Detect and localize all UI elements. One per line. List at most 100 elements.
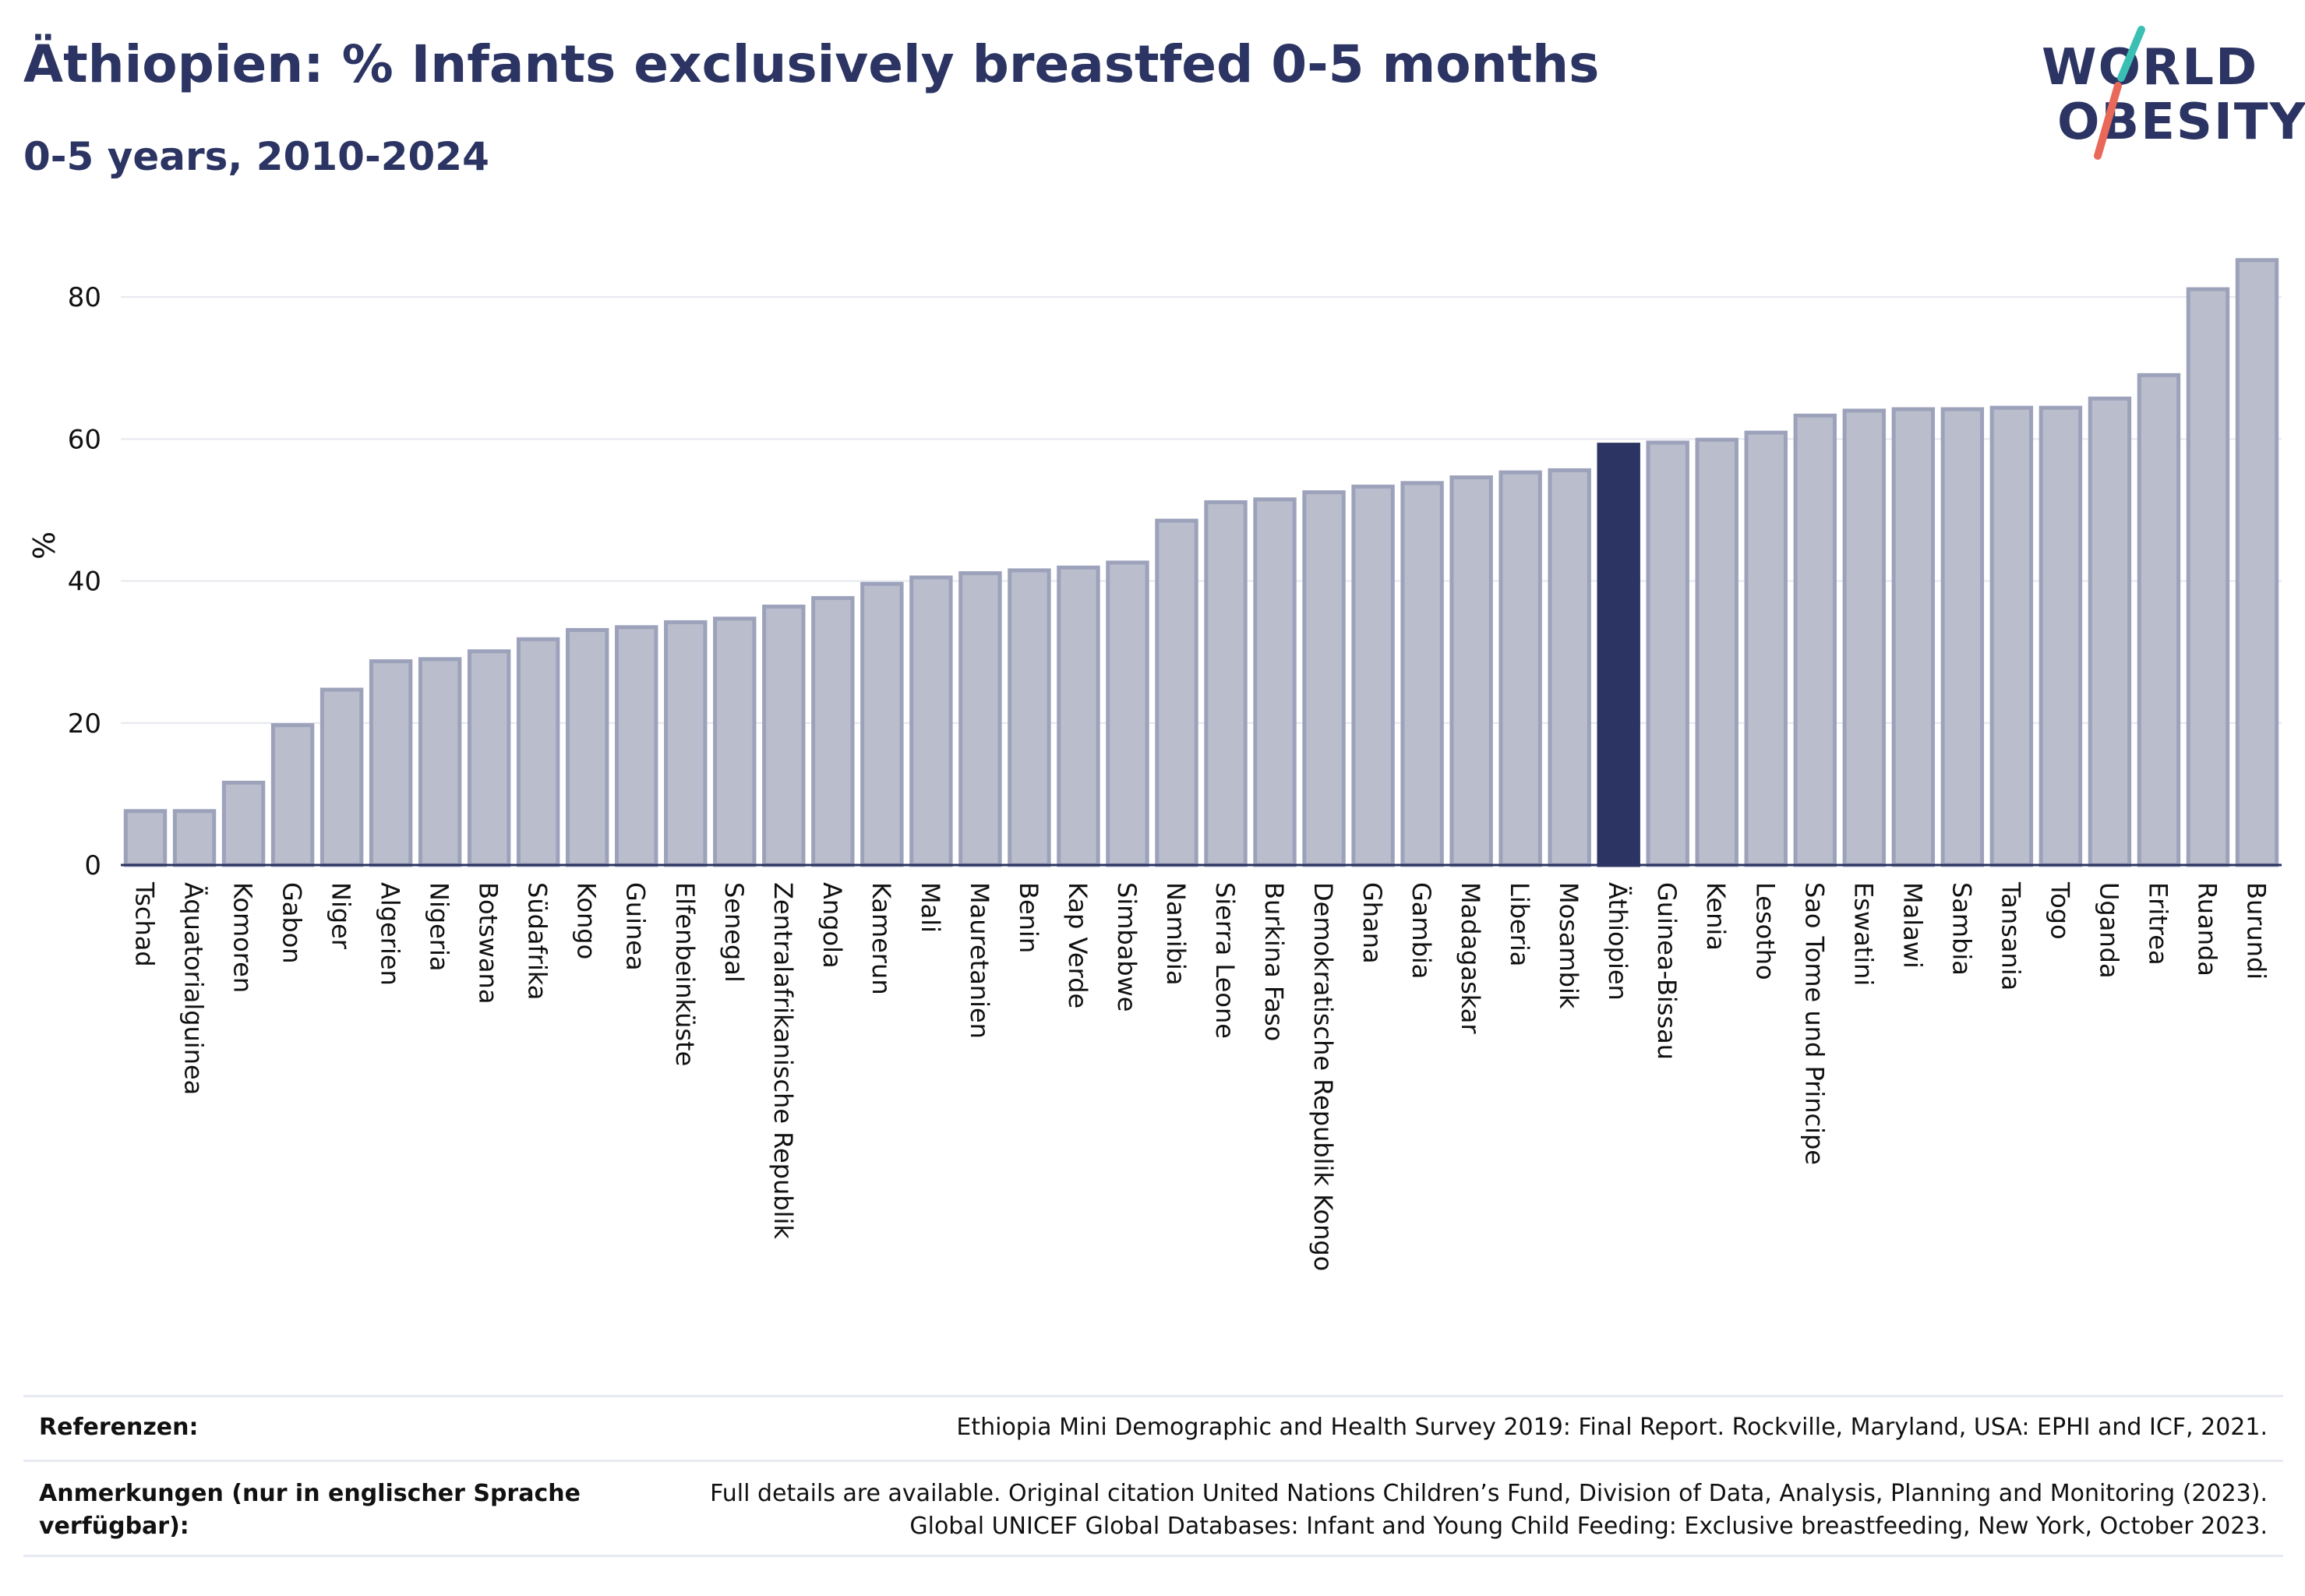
bar-niger (319, 687, 364, 867)
x-tick-label: Togo (2045, 881, 2074, 940)
x-tick-label: Sierra Leone (1210, 882, 1240, 1039)
x-tick-label: Algerien (376, 882, 405, 986)
bar-lesotho (1744, 430, 1788, 867)
references-row: Referenzen: Ethiopia Mini Demographic an… (23, 1395, 2283, 1461)
bar-botswana (467, 649, 511, 867)
x-tick-label: Elfenbeinküste (670, 882, 700, 1066)
footer-divider-bottom (23, 1555, 2283, 1557)
notes-text-line-1: Full details are available. Original cit… (710, 1480, 2268, 1507)
references-text: Ethiopia Mini Demographic and Health Sur… (956, 1414, 2268, 1441)
x-tick-label: Zentralafrikanische Republik (768, 882, 798, 1239)
x-tick-label: Guinea-Bissau (1652, 882, 1682, 1060)
x-tick-label: Demokratische Republik Kongo (1308, 882, 1338, 1271)
x-tick-label: Lesotho (1750, 882, 1780, 980)
x-tick-label: Äquatorialguinea (179, 882, 209, 1095)
x-tick-label: Botswana (474, 882, 503, 1004)
x-tick-label: Angola (817, 882, 847, 969)
x-tick-label: Eswatini (1848, 882, 1878, 986)
bar-sao-tome-und-principe (1793, 413, 1837, 867)
x-tick-label: Ghana (1357, 882, 1387, 964)
bar-mosambik (1548, 468, 1591, 867)
bar-tansania (1989, 405, 2034, 867)
x-tick-label: Burkina Faso (1259, 882, 1289, 1041)
bar-simbabwe (1106, 560, 1149, 867)
x-tick-label: Kamerun (867, 882, 896, 995)
y-axis-label: % (27, 531, 62, 560)
x-tick-label: Mauretanien (965, 882, 994, 1039)
x-tick-label: Liberia (1505, 882, 1534, 966)
bar-gambia (1400, 481, 1444, 867)
bar-liberia (1498, 470, 1542, 867)
x-tick-label: Gambia (1407, 882, 1436, 979)
x-tick-label: Madagaskar (1456, 882, 1485, 1034)
footer-divider-top (23, 1395, 2283, 1397)
chart-title: Äthiopien: % Infants exclusively breastf… (23, 34, 1600, 94)
bar-angola (811, 595, 855, 867)
x-tick-label: Südafrika (523, 882, 552, 1000)
bar-madagaskar (1449, 475, 1493, 867)
bar-sierra-leone (1204, 500, 1248, 867)
bar-eritrea (2137, 373, 2181, 867)
bar-kenia (1695, 437, 1738, 867)
bar-guinea-bissau (1646, 440, 1689, 867)
notes-label-line-2: verfügbar): (39, 1513, 189, 1540)
bar-komoren (221, 780, 266, 867)
bar-mali (909, 575, 953, 867)
x-tick-label: Uganda (2094, 882, 2123, 979)
x-tick-label: Senegal (719, 882, 749, 983)
bar-algerien (369, 659, 413, 867)
x-tick-label: Niger (327, 882, 356, 950)
x-tick-label: Namibia (1161, 882, 1191, 985)
bar-malawi (1891, 407, 1936, 867)
bar-demokratische-republik-kongo (1302, 490, 1346, 867)
x-tick-label: Kongo (572, 882, 602, 959)
bar-namibia (1155, 518, 1198, 867)
bar-südafrika (516, 637, 560, 867)
x-tick-label: Benin (1014, 882, 1043, 953)
x-tick-label: Komoren (228, 882, 258, 993)
x-tick-label: Kap Verde (1063, 882, 1092, 1008)
y-axis-ticks: 0 20 40 60 80 (68, 282, 101, 881)
y-tick-label: 80 (68, 282, 101, 313)
bar-uganda (2088, 396, 2132, 867)
footer-divider-middle (23, 1460, 2283, 1462)
chart-subtitle: 0-5 years, 2010-2024 (23, 134, 489, 179)
bar-äquatorialguinea (172, 809, 217, 867)
x-tick-label: Nigeria (425, 882, 454, 971)
y-tick-label: 20 (68, 708, 101, 740)
logo-line-1: WORLD (2042, 39, 2259, 97)
bar-zentralafrikanische-republik (762, 604, 806, 867)
y-tick-label: 60 (68, 424, 101, 455)
x-tick-label: Guinea (621, 882, 651, 971)
bar-eswatini (1842, 408, 1887, 867)
y-tick-label: 40 (68, 567, 101, 598)
x-tick-label: Tschad (130, 881, 160, 967)
bar-burundi (2235, 258, 2279, 867)
x-tick-label: Gabon (277, 882, 307, 964)
bar-kamerun (860, 581, 904, 867)
bar-kap-verde (1057, 565, 1100, 867)
x-tick-label: Sambia (1947, 882, 1976, 976)
bar-tschad (123, 809, 168, 867)
bar-togo (2038, 405, 2083, 867)
x-tick-label: Kenia (1701, 882, 1731, 951)
bar-äthiopien (1597, 443, 1640, 867)
bar-burkina-faso (1253, 497, 1297, 867)
notes-label-line-1: Anmerkungen (nur in englischer Sprache (39, 1480, 581, 1507)
bar-gabon (270, 723, 315, 867)
bar-ghana (1351, 484, 1395, 867)
bar-mauretanien (958, 571, 1002, 867)
x-tick-label: Äthiopien (1603, 882, 1633, 1001)
notes-row: Anmerkungen (nur in englischer Sprache v… (23, 1460, 2283, 1553)
x-tick-label: Mali (916, 882, 945, 933)
world-obesity-logo: WORLD OBESITY (2026, 23, 2305, 171)
x-tick-label: Mosambik (1554, 882, 1583, 1009)
x-tick-label: Simbabwe (1112, 882, 1142, 1012)
x-tick-label: Tansania (1996, 881, 2025, 990)
bar-kongo (566, 627, 609, 867)
bar-benin (1008, 568, 1051, 867)
bar-nigeria (418, 657, 462, 867)
bars (123, 258, 2279, 867)
x-tick-label: Malawi (1897, 882, 1927, 969)
notes-text-line-2: Global UNICEF Global Databases: Infant a… (909, 1513, 2268, 1540)
